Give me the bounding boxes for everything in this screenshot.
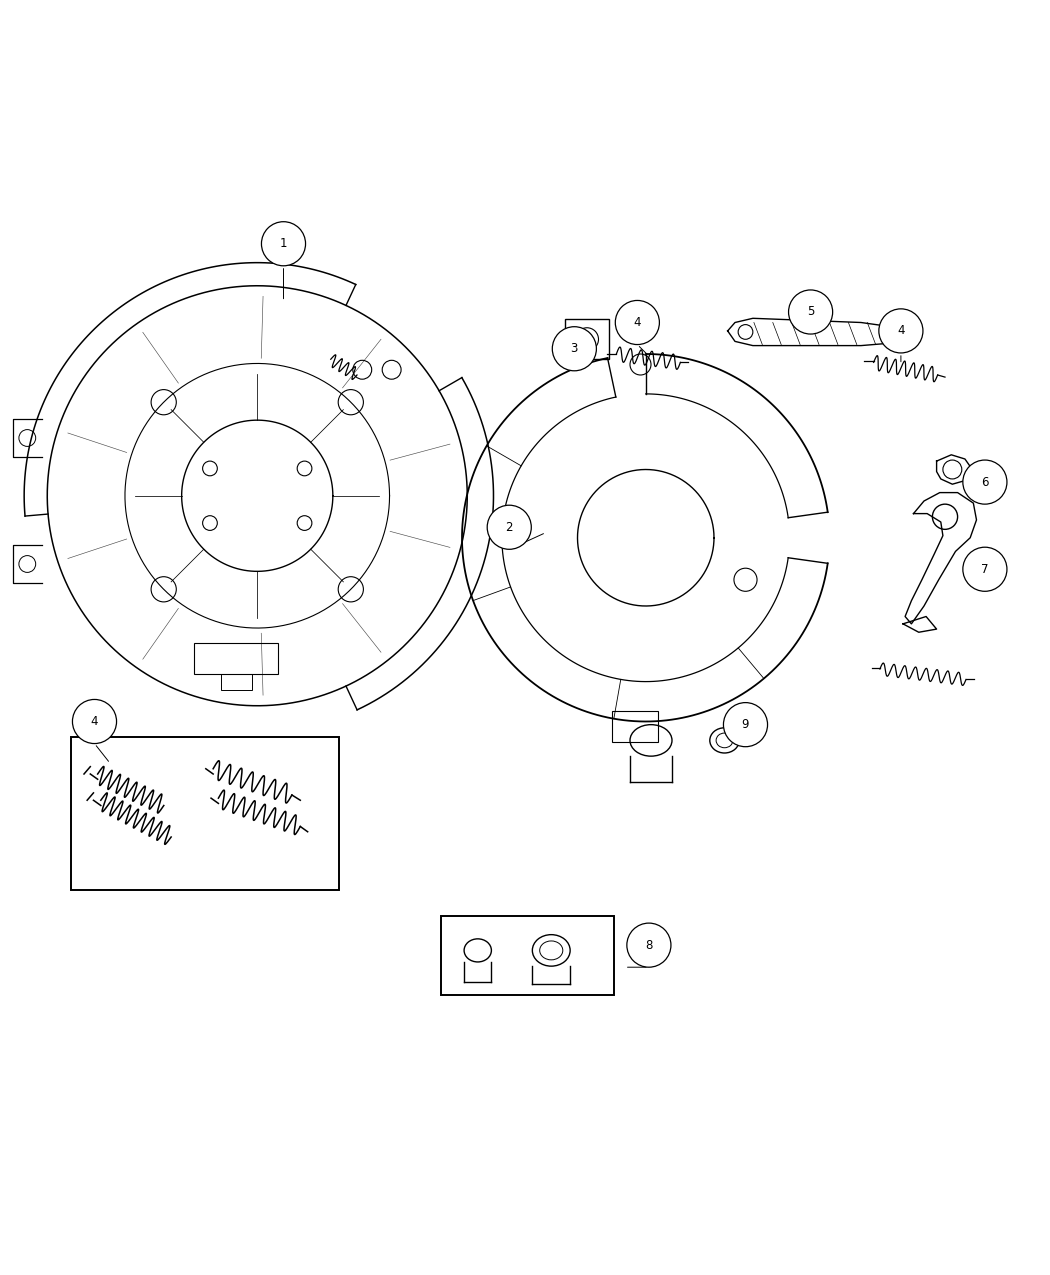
Text: 2: 2 bbox=[505, 520, 513, 534]
Circle shape bbox=[879, 309, 923, 353]
Bar bbox=[565, 319, 609, 360]
Circle shape bbox=[72, 700, 117, 743]
Circle shape bbox=[627, 923, 671, 968]
Circle shape bbox=[723, 703, 768, 747]
Circle shape bbox=[963, 547, 1007, 592]
Text: 6: 6 bbox=[981, 476, 989, 488]
Bar bbox=[194, 643, 278, 674]
Bar bbox=[441, 915, 614, 994]
Circle shape bbox=[487, 505, 531, 550]
Text: 4: 4 bbox=[897, 324, 905, 338]
Circle shape bbox=[552, 326, 596, 371]
Circle shape bbox=[963, 460, 1007, 504]
Text: 5: 5 bbox=[806, 306, 815, 319]
Text: 4: 4 bbox=[633, 316, 642, 329]
Circle shape bbox=[261, 222, 306, 265]
Bar bbox=[220, 674, 252, 690]
Text: 8: 8 bbox=[645, 938, 653, 951]
Text: 9: 9 bbox=[741, 718, 750, 731]
Bar bbox=[71, 737, 339, 890]
Text: 4: 4 bbox=[90, 715, 99, 728]
Circle shape bbox=[615, 301, 659, 344]
Bar bbox=[612, 711, 658, 742]
Text: 1: 1 bbox=[279, 237, 288, 250]
Text: 7: 7 bbox=[981, 562, 989, 576]
Circle shape bbox=[789, 289, 833, 334]
Text: 3: 3 bbox=[570, 342, 579, 356]
